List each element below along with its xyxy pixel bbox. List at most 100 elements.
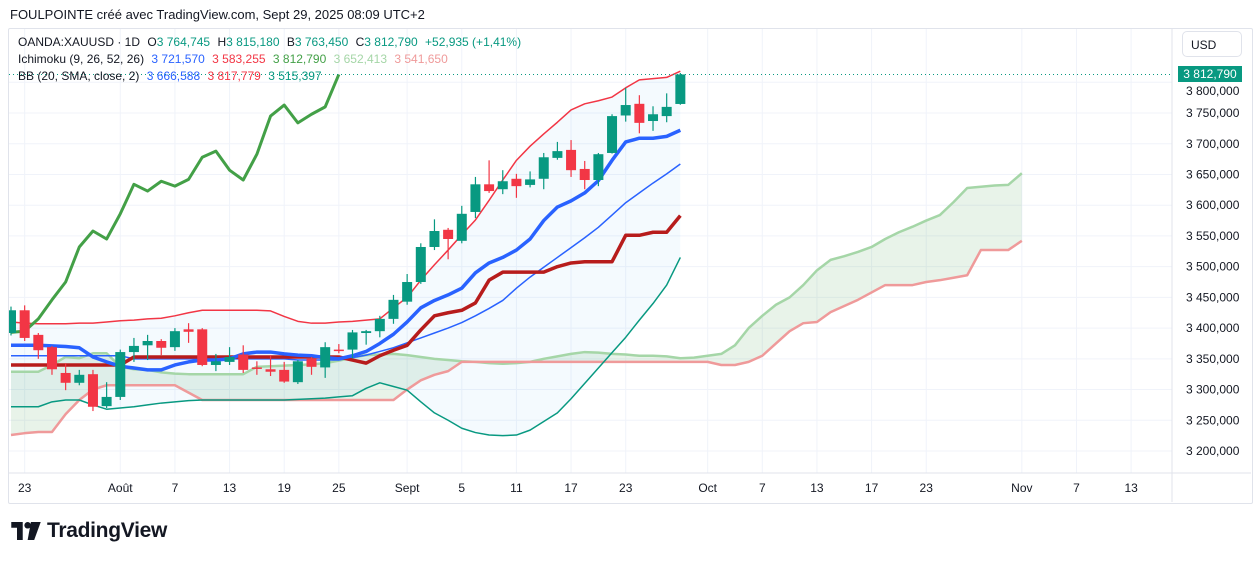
candle-body xyxy=(607,116,618,153)
candle-body xyxy=(210,361,221,365)
candle-body xyxy=(115,352,126,397)
bb-lower-value: 3 515,397 xyxy=(268,69,322,83)
chikou-line xyxy=(10,73,341,334)
candle-body xyxy=(484,184,495,192)
time-tick-label: 5 xyxy=(458,481,465,495)
time-tick-label: 25 xyxy=(332,481,346,495)
last-price-badge: 3 812,790 xyxy=(1178,66,1242,82)
price-tick-label: 3 350,000 xyxy=(1186,352,1240,366)
change-value: +52,935 (+1,41%) xyxy=(425,35,522,49)
price-tick-label: 3 250,000 xyxy=(1186,413,1240,427)
logo-text: TradingView xyxy=(47,519,168,542)
candle-body xyxy=(169,331,180,348)
price-tick-label: 3 800,000 xyxy=(1186,84,1240,98)
time-tick-label: 7 xyxy=(1073,481,1080,495)
span-b-value: 3 541,650 xyxy=(394,52,448,66)
candle-body xyxy=(402,282,413,302)
senkou-span-b-line xyxy=(10,239,1023,437)
candle-body xyxy=(552,151,563,158)
time-tick-label: 7 xyxy=(172,481,179,495)
bb-legend[interactable]: BB (20, SMA, close, 2) 3 666,588 3 817,7… xyxy=(18,69,326,83)
candle-body xyxy=(620,105,631,116)
chart-panel xyxy=(8,28,1253,504)
time-tick-label: Nov xyxy=(1011,481,1032,495)
time-tick-label: 17 xyxy=(564,481,578,495)
candle-body xyxy=(648,114,659,122)
price-tick-label: 3 750,000 xyxy=(1186,106,1240,120)
tradingview-logo: TradingView xyxy=(11,519,167,543)
candle-body xyxy=(101,396,112,407)
price-tick-label: 3 600,000 xyxy=(1186,198,1240,212)
candle-body xyxy=(429,231,440,247)
price-tick-label: 3 550,000 xyxy=(1186,229,1240,243)
candle-body xyxy=(251,367,262,369)
time-tick-label: Oct xyxy=(698,481,717,495)
bb-basis-value: 3 666,588 xyxy=(146,69,201,83)
candle-body xyxy=(497,181,508,190)
candle-body xyxy=(593,154,604,181)
time-tick-label: 17 xyxy=(865,481,879,495)
open-value: 3 764,745 xyxy=(156,35,211,49)
span-a-value: 3 652,413 xyxy=(333,52,388,66)
candle-body xyxy=(224,356,235,362)
candle-body xyxy=(183,329,194,332)
symbol-legend: OANDA:XAUUSD · 1D O3 764,745 H3 815,180 … xyxy=(18,35,525,49)
candle-body xyxy=(634,103,645,123)
candle-body xyxy=(361,331,372,334)
time-tick-label: 13 xyxy=(223,481,237,495)
candle-body xyxy=(87,374,98,407)
candle-body xyxy=(156,341,167,348)
candle-body xyxy=(661,106,672,117)
bb-lower-line xyxy=(11,257,682,437)
candle-body xyxy=(74,374,85,383)
candle-body xyxy=(279,369,290,382)
bb-label[interactable]: BB (20, SMA, close, 2) xyxy=(18,69,140,83)
candle-body xyxy=(306,358,317,367)
candle-body xyxy=(456,213,467,241)
currency-button[interactable]: USD xyxy=(1182,31,1242,57)
candle-body xyxy=(9,310,16,334)
candle-body xyxy=(197,329,208,365)
price-tick-label: 3 450,000 xyxy=(1186,290,1240,304)
time-tick-label: 23 xyxy=(18,481,32,495)
time-tick-label: 11 xyxy=(510,481,523,495)
candle-body xyxy=(60,372,71,383)
snapshot-title: FOULPOINTE créé avec TradingView.com, Se… xyxy=(10,7,425,22)
high-value: 3 815,180 xyxy=(226,35,280,49)
candle-body xyxy=(579,168,590,181)
bb-upper-line xyxy=(10,70,681,325)
time-tick-label: 7 xyxy=(759,481,766,495)
time-tick-label: 13 xyxy=(1124,481,1138,495)
ichimoku-label[interactable]: Ichimoku (9, 26, 52, 26) xyxy=(18,52,145,66)
candle-body xyxy=(142,341,153,346)
price-tick-label: 3 500,000 xyxy=(1186,260,1240,274)
price-tick-label: 3 300,000 xyxy=(1186,383,1240,397)
bb-fill xyxy=(11,71,681,436)
tradingview-logo-icon xyxy=(11,522,41,540)
price-tick-label: 3 200,000 xyxy=(1186,444,1240,458)
candle-body xyxy=(347,332,358,350)
candle-body xyxy=(292,361,303,383)
ichimoku-legend[interactable]: Ichimoku (9, 26, 52, 26) 3 721,570 3 583… xyxy=(18,52,452,66)
open-label: O xyxy=(147,35,157,49)
candle-body xyxy=(675,74,686,104)
tenkan-value: 3 721,570 xyxy=(151,52,205,66)
price-tick-label: 3 400,000 xyxy=(1186,321,1240,335)
candle-body xyxy=(128,345,139,353)
chikou-value: 3 812,790 xyxy=(272,52,327,66)
candle-body xyxy=(265,369,276,372)
close-label: C xyxy=(355,35,365,49)
candle-body xyxy=(388,299,399,319)
low-value: 3 763,450 xyxy=(294,35,349,49)
kijun-value: 3 583,255 xyxy=(212,52,266,66)
plot-layer xyxy=(9,70,1023,437)
price-tick-label: 3 700,000 xyxy=(1186,137,1240,151)
candle-body xyxy=(525,179,536,185)
high-label: H xyxy=(217,35,227,49)
time-tick-label: Sept xyxy=(395,481,420,495)
time-tick-label: 23 xyxy=(920,481,934,495)
symbol-name[interactable]: OANDA:XAUUSD · 1D xyxy=(18,35,141,49)
candle-body xyxy=(19,310,30,338)
candle-body xyxy=(443,229,454,239)
